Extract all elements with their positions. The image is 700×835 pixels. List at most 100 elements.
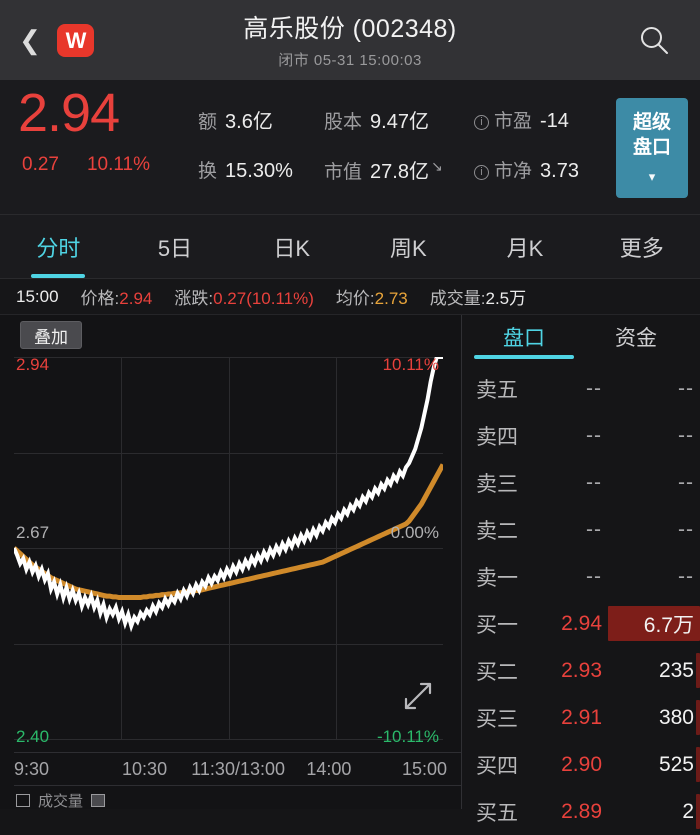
info-volume-label: 成交量: (430, 289, 486, 308)
order-price: 2.91 (550, 706, 616, 730)
order-volume-bar (696, 794, 700, 829)
stat-pe-ratio[interactable]: i 市盈 -14 (474, 106, 569, 133)
tab-more[interactable]: 更多 (583, 215, 700, 278)
expand-arrows-icon[interactable] (397, 675, 439, 717)
info-average-label: 均价: (336, 289, 375, 308)
info-average-value: 2.73 (375, 289, 408, 308)
info-volume-value: 2.5万 (485, 289, 526, 308)
tab-label: 日K (273, 231, 310, 263)
order-level-label: 买五 (476, 797, 550, 827)
order-price: -- (550, 471, 616, 495)
tab-weekly-k[interactable]: 周K (350, 215, 467, 278)
order-price: 2.94 (550, 612, 616, 636)
page-title: 高乐股份 (002348) (0, 14, 700, 45)
average-price-line (14, 465, 443, 598)
time-tick: 14:00 (285, 759, 373, 780)
order-price: -- (550, 518, 616, 542)
stat-label: 股本 (324, 107, 362, 134)
intraday-chart[interactable]: 叠加 2.94 10.11% 2.67 0.00% 2.40 -10.11% (0, 315, 462, 809)
volume-legend-label: 成交量 (38, 790, 83, 811)
time-tick: 10:30 (98, 759, 191, 780)
info-price-value: 2.94 (119, 289, 152, 308)
tab-orderbook[interactable]: 盘口 (468, 322, 580, 359)
stat-value: 9.47亿 (370, 105, 429, 134)
tab-label: 分时 (36, 231, 80, 263)
order-level-label: 卖五 (476, 374, 550, 404)
market-status-text: 闭市 05-31 15:00:03 (0, 49, 700, 70)
back-chevron-icon[interactable]: ❮ (22, 26, 38, 54)
tab-label: 盘口 (503, 327, 545, 350)
order-volume-bar (696, 747, 700, 782)
chart-plot-area[interactable] (14, 357, 443, 739)
order-book-row[interactable]: 卖四---- (462, 412, 700, 459)
info-time: 15:00 (16, 287, 59, 307)
tab-label: 资金 (615, 327, 657, 350)
order-book-row[interactable]: 卖三---- (462, 459, 700, 506)
axis-label-high-price: 2.94 (16, 355, 49, 375)
search-icon[interactable] (638, 24, 670, 56)
tab-label: 月K (507, 231, 544, 263)
price-change-percent: 10.11% (87, 154, 150, 176)
order-book-row[interactable]: 卖五---- (462, 365, 700, 412)
order-level-label: 卖四 (476, 421, 550, 451)
axis-label-low-price: 2.40 (16, 727, 49, 747)
order-book-row[interactable]: 卖二---- (462, 506, 700, 553)
info-icon[interactable]: i (474, 115, 489, 130)
info-average: 均价:2.73 (336, 284, 408, 309)
order-volume-bar (696, 700, 700, 735)
stat-value: 3.6亿 (225, 105, 273, 134)
app-header: ❮ W 高乐股份 (002348) 闭市 05-31 15:00:03 (0, 0, 700, 80)
volume-swatch-filled-icon (91, 794, 105, 807)
order-price: 2.89 (550, 800, 616, 824)
tab-capital-flow[interactable]: 资金 (580, 322, 692, 359)
order-volume-bar (696, 653, 700, 688)
axis-label-low-percent: -10.11% (377, 727, 439, 747)
order-volume: 525 (616, 753, 694, 777)
axis-label-mid-price: 2.67 (16, 523, 49, 543)
chart-period-tabs: 分时 5日 日K 周K 月K 更多 (0, 215, 700, 279)
stat-value: -14 (540, 110, 569, 133)
time-tick: 9:30 (14, 759, 98, 780)
time-axis: 9:30 10:30 11:30/13:00 14:00 15:00 (14, 755, 447, 783)
order-level-label: 买三 (476, 703, 550, 733)
stat-value: 3.73 (540, 160, 579, 183)
tab-label: 周K (390, 231, 427, 263)
tab-label: 更多 (620, 231, 664, 263)
tab-fenshi[interactable]: 分时 (0, 215, 117, 278)
super-orderbook-button[interactable]: 超级 盘口 ▾ (616, 98, 688, 198)
order-level-label: 卖一 (476, 562, 550, 592)
price-block: 2.94 0.27 10.11% (18, 86, 150, 176)
header-titles: 高乐股份 (002348) 闭市 05-31 15:00:03 (0, 10, 700, 70)
super-orderbook-label-2: 盘口 (633, 136, 671, 159)
order-book-row[interactable]: 卖一---- (462, 553, 700, 600)
stat-value: 15.30% (225, 160, 293, 183)
axis-divider (14, 752, 461, 753)
info-icon[interactable]: i (474, 165, 489, 180)
crosshair-info-strip: 15:00 价格:2.94 涨跌:0.27(10.11%) 均价:2.73 成交… (0, 279, 700, 315)
chart-svg (14, 357, 443, 739)
order-price: 2.90 (550, 753, 616, 777)
volume-legend: 成交量 (16, 789, 105, 811)
stat-turnover-amount: 额 3.6亿 (198, 105, 324, 134)
overlay-button[interactable]: 叠加 (20, 321, 82, 349)
stat-market-cap: 市值 27.8亿 ↘ (324, 155, 474, 184)
tab-daily-k[interactable]: 日K (233, 215, 350, 278)
order-price: -- (550, 377, 616, 401)
tab-5day[interactable]: 5日 (117, 215, 234, 278)
tab-monthly-k[interactable]: 月K (467, 215, 584, 278)
axis-label-mid-percent: 0.00% (391, 523, 439, 543)
stat-pb-ratio[interactable]: i 市净 3.73 (474, 156, 579, 183)
caret-marker-icon: ↘ (431, 158, 443, 175)
order-price: -- (550, 565, 616, 589)
info-change-value: 0.27(10.11%) (213, 289, 314, 308)
stat-label: 市净 (494, 156, 532, 183)
stat-label: 市值 (324, 157, 362, 184)
app-logo-icon[interactable]: W (57, 24, 94, 57)
